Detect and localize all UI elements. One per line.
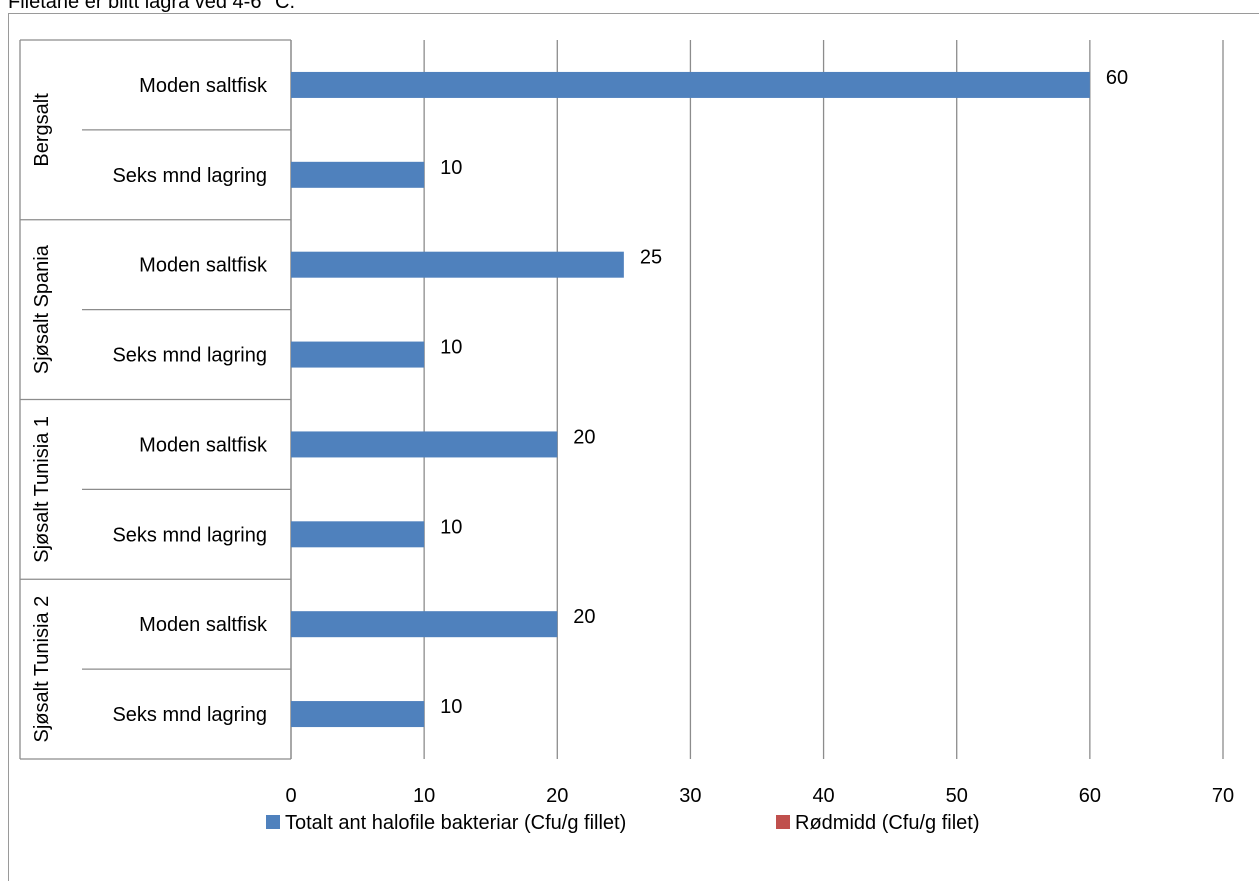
- bars: [291, 71, 1090, 728]
- bar: [291, 611, 558, 638]
- data-label: 20: [573, 606, 595, 628]
- x-tick-label: 60: [1079, 785, 1101, 807]
- page-caption: Filetane er blitt lagra ved 4-6 °C.: [8, 0, 296, 13]
- category-label: Moden saltfisk: [139, 434, 268, 456]
- data-label: 10: [440, 337, 462, 359]
- bar: [291, 71, 1090, 98]
- bar: [291, 341, 425, 368]
- category-label: Seks mnd lagring: [112, 345, 267, 367]
- gridlines: [290, 40, 1224, 759]
- x-tick-label: 0: [285, 785, 296, 807]
- category-label: Moden saltfisk: [139, 614, 268, 636]
- bar: [291, 701, 425, 728]
- chart-frame: [8, 13, 1259, 881]
- legend: Totalt ant halofile bakteriar (Cfu/g fil…: [266, 812, 980, 834]
- legend-swatch: [266, 815, 280, 829]
- x-tick-label: 50: [946, 785, 968, 807]
- x-tick-label: 30: [679, 785, 701, 807]
- data-labels: 60 10 25 10 20 10 20 10: [440, 67, 1128, 718]
- data-label: 10: [440, 516, 462, 538]
- data-label: 20: [573, 426, 595, 448]
- legend-entry: Totalt ant halofile bakteriar (Cfu/g fil…: [285, 812, 626, 834]
- bar: [291, 431, 558, 458]
- category-label: Seks mnd lagring: [112, 524, 267, 546]
- category-axis: Moden saltfisk Seks mnd lagring Moden salt…: [19, 39, 292, 760]
- group-label: Bergsalt: [31, 93, 53, 167]
- x-tick-label: 40: [812, 785, 834, 807]
- bar: [291, 161, 425, 188]
- group-label: Sjøsalt Spania: [31, 244, 53, 374]
- category-label: Moden saltfisk: [139, 75, 268, 97]
- data-label: 10: [440, 157, 462, 179]
- data-label: 10: [440, 696, 462, 718]
- category-label: Seks mnd lagring: [112, 704, 267, 726]
- x-tick-label: 20: [546, 785, 568, 807]
- x-tick-label: 70: [1212, 785, 1234, 807]
- x-tick-label: 10: [413, 785, 435, 807]
- category-label: Seks mnd lagring: [112, 165, 267, 187]
- category-label: Moden saltfisk: [139, 255, 268, 277]
- legend-swatch: [776, 815, 790, 829]
- legend-entry: Rødmidd (Cfu/g filet): [795, 812, 980, 834]
- data-label: 60: [1106, 67, 1128, 89]
- x-tick-labels: 0 10 20 30 40 50 60 70: [285, 785, 1234, 807]
- bar: [291, 251, 624, 278]
- bar: [291, 521, 425, 548]
- group-label: Sjøsalt Tunisia 2: [31, 596, 53, 743]
- group-label: Sjøsalt Tunisia 1: [31, 416, 53, 563]
- data-label: 25: [640, 247, 662, 269]
